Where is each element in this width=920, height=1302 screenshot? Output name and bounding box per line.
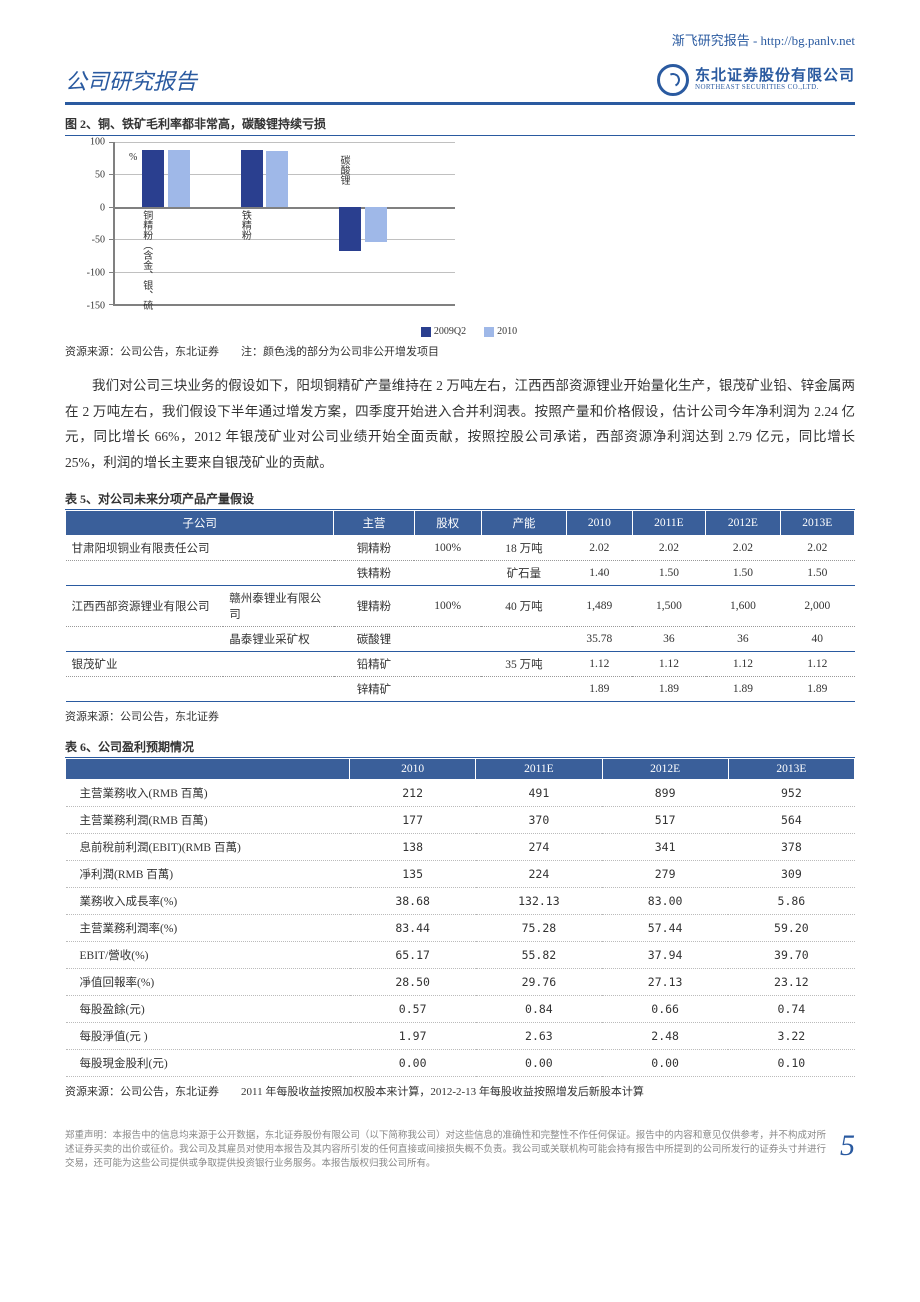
page-footer: 郑重声明：本报告中的信息均来源于公开数据，东北证券股份有限公司（以下简称我公司）… — [65, 1129, 855, 1172]
logo-en-text: NORTHEAST SECURITIES CO.,LTD. — [695, 84, 855, 92]
table6: 20102011E2012E2013E主营業務收入(RMB 百萬)2124918… — [65, 758, 855, 1077]
table6-source: 资源来源：公司公告，东北证券 2011 年每股收益按照加权股本来计算，2012-… — [65, 1083, 855, 1099]
page-number: 5 — [840, 1129, 855, 1163]
page-header: 公司研究报告 东北证券股份有限公司 NORTHEAST SECURITIES C… — [65, 64, 855, 105]
figure2-title: 图 2、铜、铁矿毛利率都非常高，碳酸锂持续亏损 — [65, 115, 855, 136]
logo-icon — [657, 64, 689, 96]
table6-title: 表 6、公司盈利预期情况 — [65, 738, 855, 758]
company-logo: 东北证券股份有限公司 NORTHEAST SECURITIES CO.,LTD. — [657, 64, 855, 96]
logo-cn-text: 东北证券股份有限公司 — [695, 68, 855, 85]
disclaimer-text: 郑重声明：本报告中的信息均来源于公开数据，东北证券股份有限公司（以下简称我公司）… — [65, 1129, 826, 1172]
figure2-source: 资源来源：公司公告，东北证券 注：颜色浅的部分为公司非公开增发项目 — [65, 343, 855, 359]
top-link: 渐飞研究报告 - http://bg.panlv.net — [65, 30, 855, 49]
table5: 子公司主营股权产能20102011E2012E2013E甘肃阳坝铜业有限责任公司… — [65, 510, 855, 702]
analysis-paragraph: 我们对公司三块业务的假设如下，阳坝铜精矿产量维持在 2 万吨左右，江西西部资源锂… — [65, 373, 855, 476]
figure2-legend: 2009Q22010 — [65, 326, 855, 337]
table5-source: 资源来源：公司公告，东北证券 — [65, 708, 855, 724]
report-title: 公司研究报告 — [65, 64, 197, 96]
figure2-chart: -150-100-50050100%铜精粉（含金、银、硫铁精粉碳酸锂 — [65, 142, 455, 322]
table5-title: 表 5、对公司未来分项产品产量假设 — [65, 490, 855, 510]
